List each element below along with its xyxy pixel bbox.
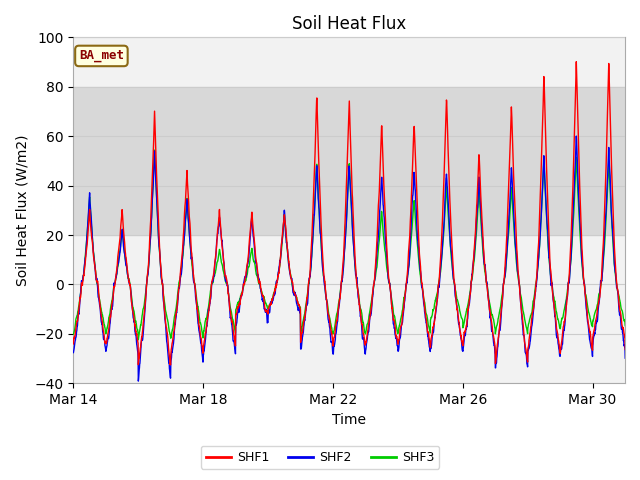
Y-axis label: Soil Heat Flux (W/m2): Soil Heat Flux (W/m2) xyxy=(15,134,29,286)
SHF2 xyxy=(161,320,169,326)
Bar xyxy=(74,87,625,235)
Line: SHF3: SHF3 xyxy=(74,150,640,340)
SHF1 xyxy=(70,341,77,347)
SHF3 xyxy=(134,337,142,343)
SHF2 xyxy=(134,378,142,384)
SHF3 xyxy=(200,331,207,337)
X-axis label: Time: Time xyxy=(332,413,366,427)
SHF1 xyxy=(282,222,289,228)
SHF1 xyxy=(385,271,392,277)
SHF2 xyxy=(199,359,207,365)
SHF1 xyxy=(161,313,169,319)
SHF1 xyxy=(199,350,207,356)
SHF3 xyxy=(385,276,392,282)
SHF3 xyxy=(70,331,77,337)
Line: SHF1: SHF1 xyxy=(74,61,640,365)
Line: SHF2: SHF2 xyxy=(74,136,640,381)
SHF2 xyxy=(70,350,77,356)
SHF1 xyxy=(572,59,580,64)
SHF3 xyxy=(579,266,586,272)
Text: BA_met: BA_met xyxy=(79,49,124,62)
SHF2 xyxy=(572,133,580,139)
SHF3 xyxy=(126,281,134,287)
SHF1 xyxy=(126,283,134,288)
SHF3 xyxy=(150,147,158,153)
SHF2 xyxy=(385,276,392,282)
SHF1 xyxy=(579,252,586,258)
SHF1 xyxy=(166,362,174,368)
SHF2 xyxy=(579,263,586,268)
Title: Soil Heat Flux: Soil Heat Flux xyxy=(292,15,406,33)
Legend: SHF1, SHF2, SHF3: SHF1, SHF2, SHF3 xyxy=(201,446,439,469)
SHF3 xyxy=(282,229,289,235)
SHF3 xyxy=(162,308,170,314)
SHF2 xyxy=(126,282,134,288)
SHF2 xyxy=(282,228,289,233)
